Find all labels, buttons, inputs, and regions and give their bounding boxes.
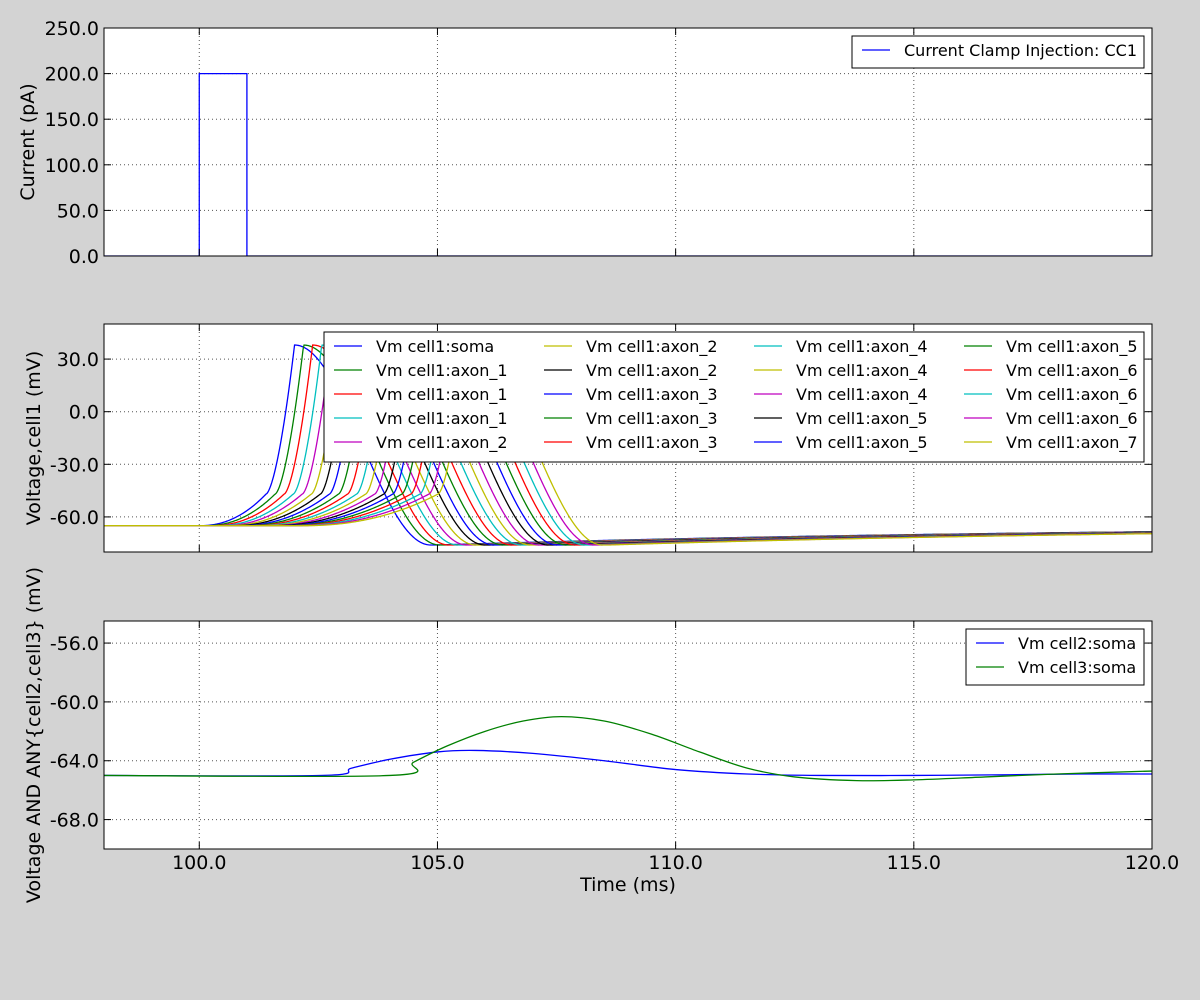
legend-label: Vm cell1:axon_7 (1006, 433, 1138, 453)
legend-item: Vm cell1:axon_5 (964, 337, 1138, 357)
legend-label: Vm cell2:soma (1018, 634, 1136, 653)
x-tick-label: 115.0 (887, 852, 941, 874)
legend-item: Vm cell1:axon_6 (964, 361, 1138, 381)
axes-frame (103, 27, 1153, 257)
legend-label: Vm cell1:axon_1 (376, 409, 508, 429)
y-tick-label: 250.0 (45, 18, 99, 40)
legend-item: Vm cell1:axon_6 (964, 385, 1138, 405)
legend-item: Vm cell1:axon_4 (754, 361, 928, 381)
y-axis-label-voltage-other: Voltage AND ANY{cell2,cell3} (mV) (23, 567, 45, 903)
series-line-vm-cell1-axon-7-19 (104, 344, 1152, 546)
legend-item: Vm cell2:soma (976, 634, 1136, 653)
x-tick-label: 120.0 (1125, 852, 1179, 874)
y-tick-label: -56.0 (50, 633, 99, 655)
legend-item: Vm cell1:axon_6 (964, 409, 1138, 429)
legend-item: Current Clamp Injection: CC1 (862, 41, 1137, 60)
legend-item: Vm cell1:axon_2 (334, 433, 508, 453)
y-axis-label-voltage-cell1: Voltage,cell1 (mV) (23, 351, 45, 525)
current-panel: 0.0 50.0 100.0 150.0 200.0 250.0 Current Clamp… (45, 18, 1153, 268)
legend-label: Vm cell1:soma (376, 337, 494, 356)
legend-item: Vm cell1:axon_1 (334, 385, 508, 405)
legend-label: Current Clamp Injection: CC1 (904, 41, 1137, 60)
legend-item: Vm cell1:axon_5 (754, 409, 928, 429)
legend-label: Vm cell1:axon_3 (586, 433, 718, 453)
y-tick-label: 0.0 (69, 402, 99, 424)
y-tick-label: 100.0 (45, 155, 99, 177)
x-tick-label: 105.0 (410, 852, 464, 874)
legend-label: Vm cell1:axon_6 (1006, 385, 1138, 405)
legend-item: Vm cell1:soma (334, 337, 494, 356)
x-axis-label: Time (ms) (579, 874, 676, 896)
legend-label: Vm cell1:axon_3 (586, 409, 718, 429)
y-tick-label: -60.0 (50, 507, 99, 529)
series-line-vm-cell3-soma (104, 715, 1152, 782)
legend: Current Clamp Injection: CC1 (851, 35, 1145, 69)
voltage-cell1-panel: -60.0 -30.0 0.0 30.0 Vm cell1:soma Vm cell1:a… (50, 323, 1153, 553)
legend-label: Vm cell1:axon_2 (586, 361, 718, 381)
x-tick-label: 100.0 (172, 852, 226, 874)
legend-label: Vm cell1:axon_3 (586, 385, 718, 405)
legend-item: Vm cell1:axon_5 (754, 433, 928, 453)
legend-item: Vm cell1:axon_4 (754, 385, 928, 405)
legend: Vm cell2:soma Vm cell3:soma (965, 628, 1145, 686)
legend-item: Vm cell1:axon_2 (544, 361, 718, 381)
legend-item: Vm cell1:axon_3 (544, 409, 718, 429)
axes-frame (103, 323, 1153, 553)
legend-item: Vm cell1:axon_1 (334, 409, 508, 429)
legend-item: Vm cell1:axon_1 (334, 361, 508, 381)
legend-item: Vm cell1:axon_2 (544, 337, 718, 357)
legend-item: Vm cell3:soma (976, 658, 1136, 677)
legend-item: Vm cell1:axon_3 (544, 433, 718, 453)
y-tick-label: -68.0 (50, 810, 99, 832)
legend-item: Vm cell1:axon_3 (544, 385, 718, 405)
legend: Vm cell1:soma Vm cell1:axon_1 Vm cell1:axo… (323, 331, 1145, 463)
y-tick-label: 30.0 (57, 349, 99, 371)
series-line-vm-cell2-soma (104, 749, 1152, 777)
legend-label: Vm cell1:axon_1 (376, 385, 508, 405)
legend-label: Vm cell1:axon_2 (376, 433, 508, 453)
y-tick-label: 50.0 (57, 200, 99, 222)
y-tick-label: 0.0 (69, 246, 99, 268)
legend-item: Vm cell1:axon_4 (754, 337, 928, 357)
y-tick-label: -30.0 (50, 454, 99, 476)
y-axis-label-current: Current (pA) (17, 83, 39, 200)
legend-label: Vm cell1:axon_4 (796, 385, 928, 405)
axes-frame (103, 620, 1153, 850)
y-tick-label: -60.0 (50, 692, 99, 714)
legend-label: Vm cell1:axon_2 (586, 337, 718, 357)
y-tick-label: 200.0 (45, 64, 99, 86)
legend-label: Vm cell3:soma (1018, 658, 1136, 677)
legend-label: Vm cell1:axon_5 (796, 409, 928, 429)
legend-label: Vm cell1:axon_5 (1006, 337, 1138, 357)
y-tick-label: -64.0 (50, 751, 99, 773)
legend-label: Vm cell1:axon_1 (376, 361, 508, 381)
x-tick-label: 110.0 (648, 852, 702, 874)
legend-label: Vm cell1:axon_4 (796, 361, 928, 381)
legend-label: Vm cell1:axon_6 (1006, 409, 1138, 429)
legend-label: Vm cell1:axon_4 (796, 337, 928, 357)
series-line-current-clamp-injection-cc1 (104, 72, 1152, 256)
y-tick-label: 150.0 (45, 109, 99, 131)
legend-label: Vm cell1:axon_6 (1006, 361, 1138, 381)
legend-item: Vm cell1:axon_7 (964, 433, 1138, 453)
legend-label: Vm cell1:axon_5 (796, 433, 928, 453)
voltage-cell2-cell3-panel: 100.0 105.0 110.0 115.0 120.0 -68.0 -64.0 -60.0… (50, 620, 1179, 874)
